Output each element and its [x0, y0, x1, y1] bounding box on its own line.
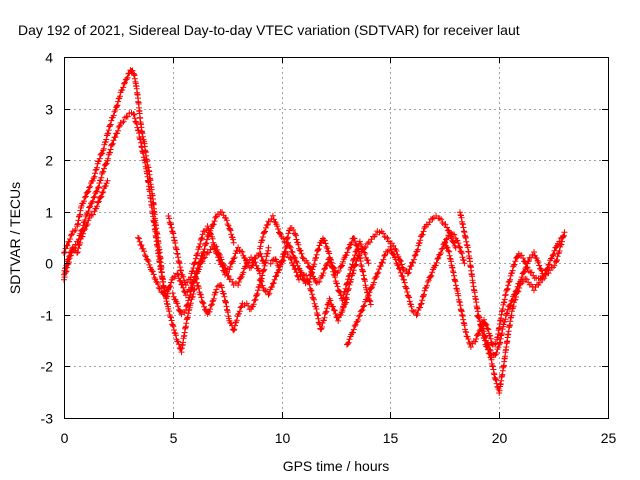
x-tick-label: 20: [492, 430, 508, 446]
data-track-14: [474, 249, 546, 358]
data-track-12: [441, 234, 566, 350]
x-tick-label: 0: [61, 430, 69, 446]
plot-frame: [64, 57, 609, 419]
data-track-10: [339, 213, 459, 312]
tick-marks: [64, 57, 609, 419]
x-tick-label: 25: [601, 430, 617, 446]
data-track-6: [191, 244, 272, 334]
x-tick-label: 10: [275, 430, 291, 446]
y-tick-label: 0: [45, 256, 53, 272]
chart-title: Day 192 of 2021, Sidereal Day-to-day VTE…: [18, 22, 520, 38]
y-tick-label: -1: [41, 308, 54, 324]
data-track-9: [267, 235, 374, 308]
x-tick-label: 15: [383, 430, 399, 446]
x-axis-label: GPS time / hours: [283, 458, 390, 474]
y-tick-label: 2: [45, 153, 53, 169]
data-track-13: [457, 209, 568, 396]
y-axis-label: SDTVAR / TECUs: [7, 182, 23, 294]
data-track-11: [343, 230, 468, 348]
y-tick-label: 3: [45, 102, 53, 118]
x-tick-label: 5: [170, 430, 178, 446]
y-tick-label: -3: [41, 411, 54, 427]
data-track-4: [165, 213, 268, 289]
y-tick-label: 1: [45, 205, 53, 221]
y-tick-label: 4: [45, 50, 53, 66]
y-tick-label: -2: [41, 359, 54, 375]
